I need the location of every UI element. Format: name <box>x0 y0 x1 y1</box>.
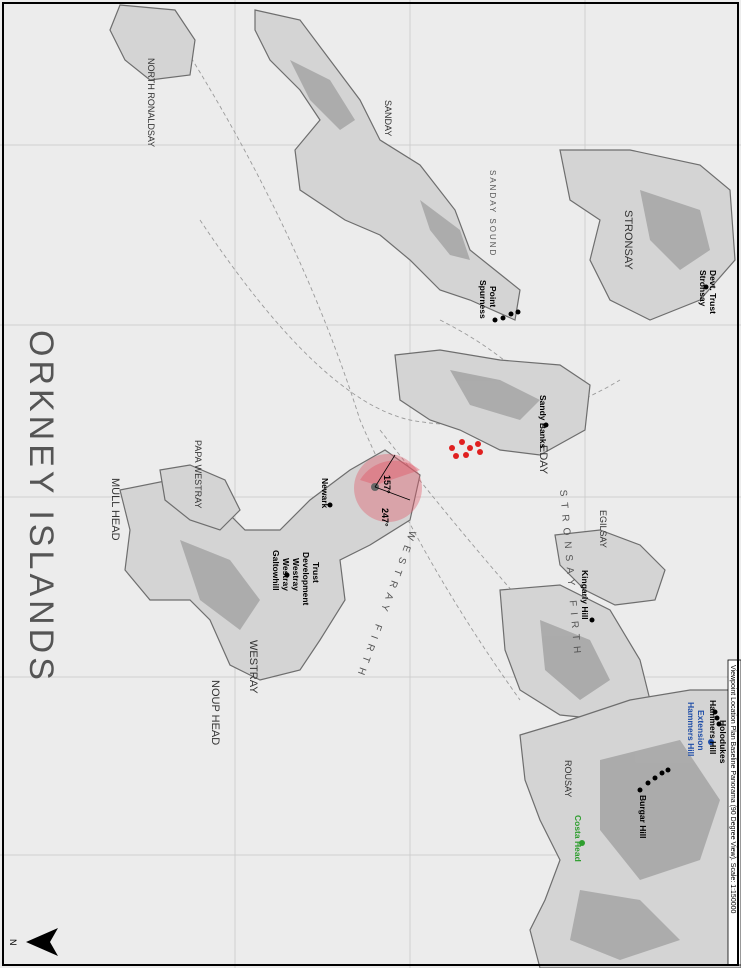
island-label: NOUP HEAD <box>209 680 221 745</box>
viewpoint-label-westray-trust: Galtowhill Westray Westray Development T… <box>271 550 321 608</box>
viewpoint-label-spurness: Spurness Point <box>478 280 498 321</box>
land-masses <box>109 4 741 968</box>
island-north-ronaldsay <box>109 4 196 81</box>
viewpoint-label-kingarly: Kingarly Hill <box>580 570 590 620</box>
island-egilsay <box>554 529 666 606</box>
north-label: N <box>8 939 18 946</box>
viewpoint-labels: Spurness Point Sandy Banks Stronsay Devt… <box>271 270 728 862</box>
island-label: MULL HEAD <box>109 478 121 541</box>
viewpoint-label-newark: Newark <box>320 478 330 509</box>
viewpoint-label-costa-head: Costa Head <box>573 815 583 862</box>
island-papa-westray <box>159 464 241 531</box>
panorama-angle-right: 157° <box>382 475 392 494</box>
sea-label: SANDAY SOUND <box>488 170 497 257</box>
viewpoint-label-sandy-banks: Sandy Banks <box>538 395 548 449</box>
island-label: SANDAY <box>383 100 393 136</box>
viewpoint-label-holodukes: Holodukes <box>718 720 728 764</box>
island-label: NORTH RONALDSAY <box>146 58 156 147</box>
viewpoint-label-hammers: Hammers Hill <box>708 700 718 754</box>
island-label: STRONSAY <box>622 210 634 270</box>
terrain-shading <box>180 60 720 960</box>
hammers-extension-dot <box>708 739 714 745</box>
island-label: EGILSAY <box>598 510 608 548</box>
island-label: PAPA WESTRAY <box>193 440 203 509</box>
turbine-markers <box>449 439 483 459</box>
viewpoint-dots <box>284 284 722 793</box>
island-label: WESTRAY <box>247 640 259 694</box>
map-title: ORKNEY ISLANDS <box>22 330 60 684</box>
island-label: ROUSAY <box>563 760 573 797</box>
viewpoint-label-stronsay: Stronsay Devt. Trust <box>698 270 718 314</box>
north-arrow-icon: N <box>8 928 58 956</box>
panorama-angle-left: 247° <box>380 508 390 527</box>
costa-head-dot <box>579 840 585 846</box>
viewpoint-label-burgar: Burgar Hill <box>638 795 648 838</box>
viewpoint-label-hammers-ext: Hammers Hill Extension <box>686 702 706 759</box>
island-label: EDAY <box>537 445 549 475</box>
island-stronsay <box>559 149 736 321</box>
panorama-sector <box>354 454 422 522</box>
island-labels: NORTH RONALDSAY SANDAY STRONSAY EDAY EGI… <box>109 58 634 797</box>
caption-text: Viewpoint Location Plan Baseline Panoram… <box>729 665 736 914</box>
